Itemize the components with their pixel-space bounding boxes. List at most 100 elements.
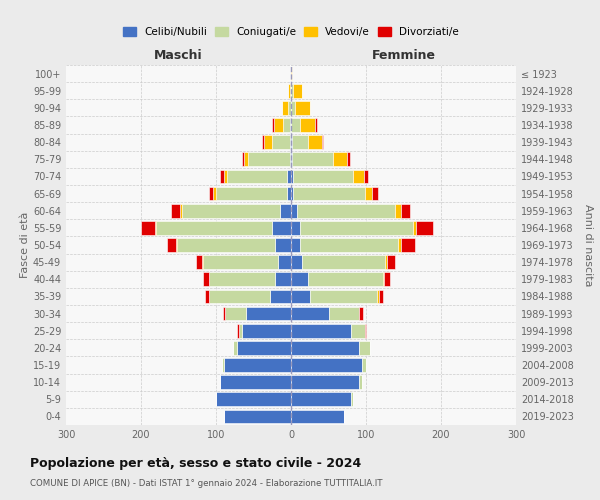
Bar	[241, 152, 244, 166]
Bar	[291, 136, 292, 149]
Bar	[275, 238, 291, 252]
Text: Femmine: Femmine	[371, 48, 436, 62]
Bar	[291, 118, 300, 132]
Bar	[401, 238, 415, 252]
Bar	[291, 341, 359, 354]
Bar	[364, 170, 367, 183]
Text: Maschi: Maschi	[154, 48, 203, 62]
Bar	[291, 272, 308, 286]
Bar	[359, 376, 362, 389]
Bar	[291, 306, 329, 320]
Bar	[359, 306, 363, 320]
Bar	[300, 238, 398, 252]
Bar	[291, 324, 351, 338]
Bar	[300, 221, 413, 234]
Bar	[180, 204, 182, 218]
Bar	[223, 410, 291, 424]
Bar	[291, 66, 292, 80]
Bar	[222, 358, 223, 372]
Bar	[291, 204, 297, 218]
Bar	[291, 221, 300, 234]
Bar	[271, 136, 290, 149]
Bar	[291, 256, 302, 269]
Bar	[287, 186, 291, 200]
Bar	[270, 290, 291, 304]
Bar	[282, 101, 288, 114]
Bar	[291, 392, 351, 406]
Bar	[401, 204, 409, 218]
Bar	[291, 170, 293, 183]
Bar	[233, 341, 237, 354]
Bar	[308, 136, 322, 149]
Bar	[182, 204, 280, 218]
Bar	[248, 152, 290, 166]
Bar	[291, 290, 310, 304]
Bar	[216, 392, 291, 406]
Bar	[398, 238, 401, 252]
Bar	[387, 256, 395, 269]
Bar	[295, 101, 310, 114]
Bar	[262, 136, 264, 149]
Bar	[283, 118, 290, 132]
Bar	[379, 290, 383, 304]
Bar	[362, 358, 366, 372]
Bar	[209, 186, 213, 200]
Bar	[377, 290, 379, 304]
Bar	[177, 238, 275, 252]
Bar	[291, 410, 343, 424]
Bar	[171, 204, 180, 218]
Bar	[322, 136, 323, 149]
Bar	[277, 256, 291, 269]
Bar	[413, 221, 416, 234]
Bar	[203, 272, 209, 286]
Y-axis label: Fasce di età: Fasce di età	[20, 212, 30, 278]
Bar	[290, 84, 291, 98]
Bar	[216, 186, 287, 200]
Bar	[213, 186, 216, 200]
Bar	[302, 256, 385, 269]
Y-axis label: Anni di nascita: Anni di nascita	[583, 204, 593, 286]
Bar	[288, 84, 290, 98]
Bar	[395, 204, 401, 218]
Bar	[315, 118, 317, 132]
Bar	[242, 324, 291, 338]
Bar	[308, 272, 383, 286]
Bar	[291, 152, 292, 166]
Bar	[385, 256, 387, 269]
Bar	[176, 238, 177, 252]
Bar	[384, 272, 390, 286]
Bar	[372, 186, 378, 200]
Bar	[209, 290, 270, 304]
Bar	[272, 221, 291, 234]
Bar	[365, 324, 366, 338]
Bar	[288, 101, 291, 114]
Bar	[246, 306, 291, 320]
Bar	[237, 341, 291, 354]
Bar	[291, 376, 359, 389]
Bar	[205, 290, 209, 304]
Bar	[353, 170, 364, 183]
Bar	[365, 186, 372, 200]
Bar	[156, 221, 272, 234]
Bar	[292, 152, 333, 166]
Bar	[167, 238, 176, 252]
Bar	[220, 376, 291, 389]
Bar	[223, 306, 225, 320]
Bar	[155, 221, 156, 234]
Bar	[274, 118, 283, 132]
Bar	[297, 204, 395, 218]
Bar	[287, 170, 291, 183]
Bar	[293, 186, 365, 200]
Bar	[293, 84, 302, 98]
Bar	[220, 170, 223, 183]
Bar	[293, 170, 353, 183]
Bar	[209, 272, 275, 286]
Bar	[347, 152, 349, 166]
Bar	[300, 118, 315, 132]
Bar	[329, 306, 359, 320]
Bar	[196, 256, 202, 269]
Text: Popolazione per età, sesso e stato civile - 2024: Popolazione per età, sesso e stato civil…	[30, 458, 361, 470]
Bar	[271, 118, 274, 132]
Bar	[291, 186, 293, 200]
Bar	[383, 272, 384, 286]
